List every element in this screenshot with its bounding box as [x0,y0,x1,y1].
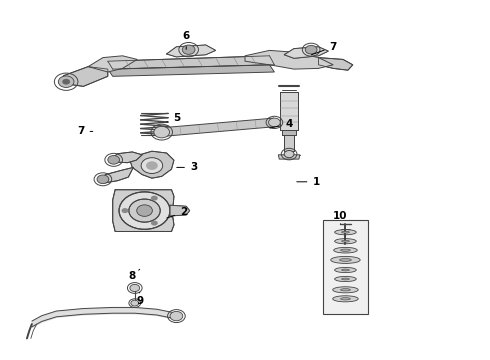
Circle shape [130,284,140,292]
Circle shape [151,221,158,226]
Text: 2: 2 [167,207,187,218]
Circle shape [305,45,317,54]
Circle shape [108,156,120,164]
Polygon shape [102,167,133,183]
Ellipse shape [342,269,349,271]
Circle shape [269,118,280,127]
Circle shape [284,150,294,158]
Polygon shape [245,50,333,69]
Polygon shape [108,65,274,76]
Circle shape [154,126,170,138]
Text: 3: 3 [177,162,197,172]
Polygon shape [167,45,216,57]
Circle shape [182,45,195,54]
Ellipse shape [333,287,358,293]
Polygon shape [282,130,296,135]
Text: 1: 1 [297,177,319,187]
Ellipse shape [341,289,350,291]
Ellipse shape [342,278,349,280]
Circle shape [151,195,158,201]
Circle shape [119,192,170,229]
Text: 8: 8 [129,269,140,282]
Ellipse shape [342,231,349,233]
Ellipse shape [341,298,350,300]
Text: 9: 9 [136,292,143,306]
Polygon shape [88,56,137,72]
Circle shape [131,300,139,306]
Polygon shape [280,92,298,130]
Polygon shape [278,155,300,159]
Circle shape [97,175,109,184]
Polygon shape [170,205,190,216]
Circle shape [62,79,70,85]
Text: 5: 5 [167,113,180,123]
Circle shape [170,311,183,321]
Ellipse shape [342,240,349,242]
Polygon shape [161,118,275,136]
Circle shape [146,161,158,170]
Text: 7: 7 [77,126,93,136]
Polygon shape [59,67,108,86]
Polygon shape [108,56,274,69]
Ellipse shape [334,247,357,253]
Ellipse shape [340,258,351,261]
Ellipse shape [335,267,356,273]
Circle shape [129,199,160,222]
Text: 4: 4 [270,119,293,129]
Polygon shape [113,152,142,163]
Ellipse shape [341,249,350,251]
Circle shape [122,208,128,213]
Circle shape [58,76,74,87]
Polygon shape [113,190,174,231]
Circle shape [137,205,152,216]
Ellipse shape [335,239,356,244]
Ellipse shape [335,276,356,282]
Text: 10: 10 [333,211,348,224]
Polygon shape [318,58,353,70]
Ellipse shape [335,230,356,235]
Text: 7: 7 [311,42,337,55]
Bar [323,220,368,314]
Polygon shape [284,47,328,58]
Ellipse shape [333,296,358,302]
Text: 6: 6 [183,31,190,49]
Polygon shape [284,135,294,151]
Polygon shape [130,151,174,178]
Circle shape [141,158,163,174]
Ellipse shape [331,256,360,264]
